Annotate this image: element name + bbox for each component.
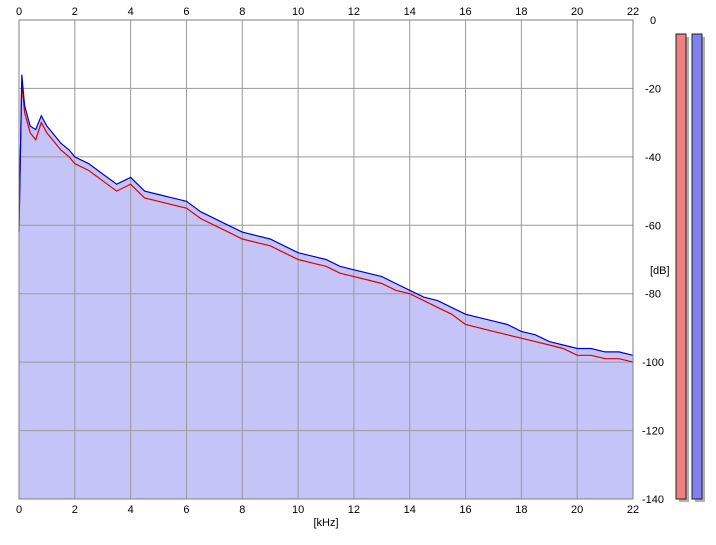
- x-tick-label-bottom: 14: [404, 504, 416, 516]
- y-tick-label: -140: [642, 494, 664, 506]
- level-meter-2: [691, 33, 703, 500]
- x-tick-label-top: 12: [348, 6, 360, 18]
- x-tick-label-bottom: 8: [239, 504, 245, 516]
- x-tick-label-top: 6: [183, 6, 189, 18]
- series-lines: [18, 74, 634, 363]
- y-tick-labels: 0 -20 -40 -60 -80 -100 -120 -140: [642, 15, 664, 506]
- x-tick-label-bottom: 20: [571, 504, 583, 516]
- plot-area: [18, 19, 634, 500]
- x-tick-label-top: 8: [239, 6, 245, 18]
- y-tick-label: -80: [645, 289, 661, 301]
- x-tick-label-bottom: 16: [459, 504, 471, 516]
- x-tick-label-top: 20: [571, 6, 583, 18]
- series-line-2: [18, 74, 634, 356]
- y-tick-label: -20: [645, 83, 661, 95]
- x-tick-label-bottom: 18: [515, 504, 527, 516]
- y-tick-label: -120: [642, 426, 664, 438]
- x-tick-label-top: 14: [404, 6, 416, 18]
- x-tick-labels-top: 0 2 4 6 8 10 12 14 16 18 20 22: [16, 6, 639, 18]
- x-tick-label-top: 10: [292, 6, 304, 18]
- level-meters: [675, 33, 705, 502]
- y-tick-label: 0: [650, 15, 656, 27]
- y-axis-label: [dB]: [650, 265, 670, 277]
- x-tick-label-top: 22: [627, 6, 639, 18]
- x-tick-label-bottom: 0: [16, 504, 22, 516]
- grid-lines: [19, 20, 633, 499]
- x-axis-label: [kHz]: [313, 517, 338, 529]
- x-tick-label-bottom: 4: [128, 504, 134, 516]
- x-tick-label-bottom: 22: [627, 504, 639, 516]
- x-tick-label-bottom: 6: [183, 504, 189, 516]
- x-tick-label-top: 4: [128, 6, 134, 18]
- x-tick-label-top: 16: [459, 6, 471, 18]
- y-tick-label: -100: [642, 357, 664, 369]
- x-tick-label-top: 0: [16, 6, 22, 18]
- x-tick-label-bottom: 12: [348, 504, 360, 516]
- x-tick-labels-bottom: 0 2 4 6 8 10 12 14 16 18 20 22: [16, 504, 639, 516]
- x-tick-label-bottom: 10: [292, 504, 304, 516]
- plot-border: [18, 19, 634, 500]
- level-meter-1: [675, 33, 687, 500]
- y-tick-label: -60: [645, 220, 661, 232]
- x-tick-label-top: 18: [515, 6, 527, 18]
- y-tick-label: -40: [645, 152, 661, 164]
- x-tick-label-bottom: 2: [72, 504, 78, 516]
- series-line-1: [18, 81, 634, 363]
- x-tick-label-top: 2: [72, 6, 78, 18]
- spectrum-fill-area: [19, 74, 633, 499]
